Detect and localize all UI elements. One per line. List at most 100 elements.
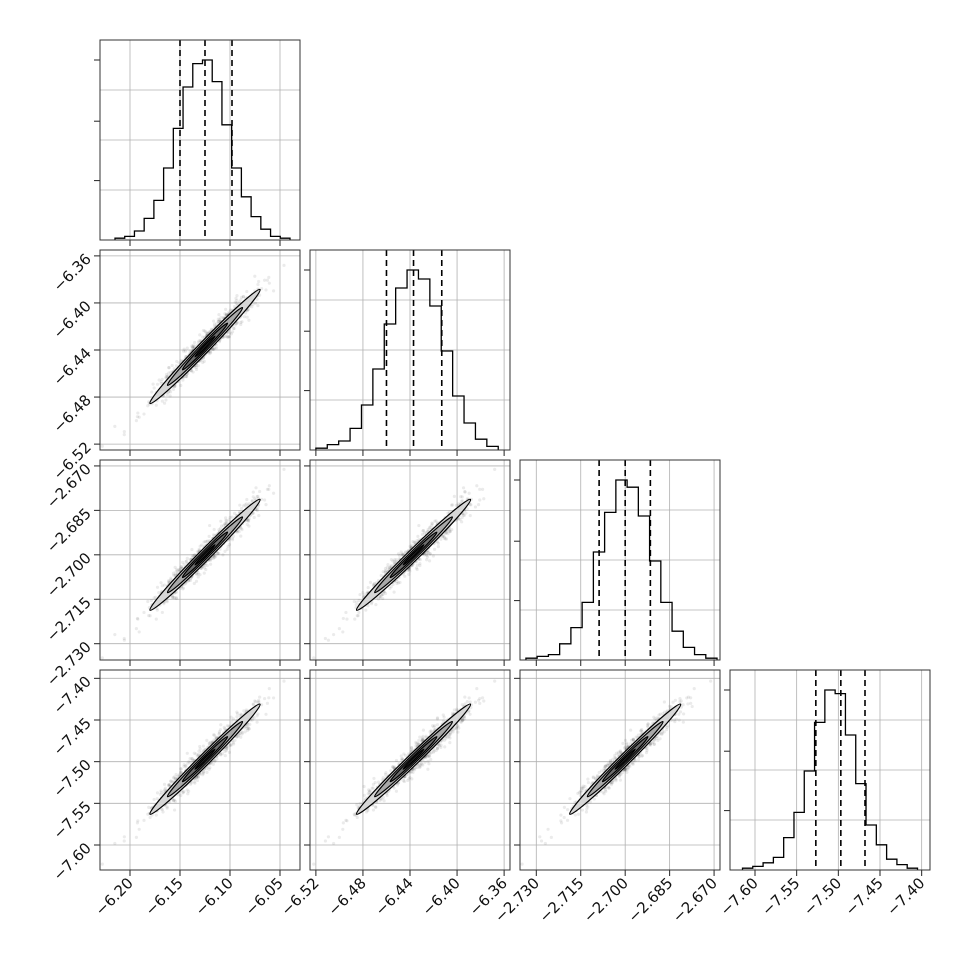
sample-point [184, 374, 188, 378]
sample-point [147, 805, 151, 809]
sample-point [194, 367, 199, 372]
panel-frame [519, 459, 721, 661]
sample-point [221, 315, 225, 320]
sample-point [181, 349, 186, 353]
sample-point [400, 756, 404, 761]
sample-point [185, 788, 189, 792]
sample-point [476, 698, 481, 702]
sample-point [255, 720, 259, 724]
sample-point [137, 827, 141, 831]
sample-point [416, 741, 420, 745]
sample-point [246, 725, 250, 730]
sample-point [459, 499, 464, 503]
sample-point [258, 293, 262, 297]
sample-point [242, 315, 247, 319]
sample-point [271, 491, 276, 495]
sample-point [415, 538, 419, 543]
sample-point [167, 366, 171, 370]
sample-point [425, 553, 429, 557]
sample-point [245, 289, 249, 294]
sample-point [228, 515, 232, 520]
sample-point [214, 346, 219, 350]
sample-point [256, 494, 260, 498]
sample-point [257, 698, 261, 702]
sample-point [445, 530, 449, 535]
sample-point [174, 364, 179, 368]
sample-point [229, 715, 233, 719]
sample-point [155, 585, 160, 589]
sample-point [142, 412, 146, 416]
sample-point [247, 318, 251, 322]
sample-point [480, 487, 485, 491]
sample-point [187, 759, 191, 764]
sample-point [122, 432, 126, 437]
sample-point [383, 570, 388, 574]
sample-point [172, 798, 177, 802]
sample-point [428, 552, 432, 556]
sample-point [194, 579, 199, 583]
sample-point [195, 550, 199, 554]
sample-point [418, 557, 422, 562]
sample-point [255, 297, 259, 301]
sample-point [312, 656, 316, 660]
x-tick-label: −6.10 [192, 874, 237, 919]
sample-point [122, 839, 126, 843]
sample-point [253, 274, 257, 278]
sample-point [226, 544, 230, 549]
sample-point [369, 602, 374, 606]
sample-point [203, 539, 207, 544]
sample-point [182, 562, 186, 567]
sample-point [366, 604, 370, 608]
x-tick-label: −7.50 [800, 874, 845, 919]
sample-point [179, 358, 183, 363]
sample-point [226, 335, 230, 339]
sample-point [239, 320, 243, 325]
sample-point [160, 808, 164, 812]
sample-point [383, 567, 388, 571]
sample-point [389, 769, 393, 773]
sample-point [415, 563, 419, 567]
sample-point [187, 789, 191, 793]
sample-point [196, 364, 200, 368]
sample-point [177, 567, 181, 572]
sample-point [457, 517, 461, 521]
sample-point [409, 746, 414, 750]
sample-point [473, 505, 478, 509]
sample-point [162, 583, 167, 587]
sample-point [252, 515, 256, 520]
sample-point [186, 761, 190, 766]
sample-point [171, 595, 176, 600]
sample-point [427, 559, 432, 563]
sample-point [431, 554, 435, 558]
sample-point [235, 294, 239, 298]
sample-point [183, 349, 188, 353]
sample-point [174, 772, 178, 777]
sample-point [251, 511, 255, 515]
sample-point [137, 415, 141, 419]
sample-point [175, 569, 179, 573]
sample-point [392, 559, 396, 563]
sample-point [353, 617, 357, 621]
sample-point [407, 572, 411, 576]
panel-frame [99, 39, 301, 241]
sample-point [398, 580, 402, 585]
sample-point [250, 718, 254, 722]
sample-point [225, 521, 229, 525]
sample-point [357, 598, 361, 603]
sample-point [407, 568, 411, 572]
sample-point [389, 564, 394, 568]
sample-point [420, 737, 424, 742]
sample-point [252, 716, 256, 720]
sample-point [147, 613, 151, 618]
sample-point [212, 738, 216, 742]
sample-point [160, 610, 164, 615]
sample-point [253, 301, 258, 305]
sample-point [192, 344, 196, 349]
sample-point [230, 538, 235, 542]
sample-point [205, 767, 209, 771]
sample-point [113, 424, 117, 428]
sample-point [385, 793, 389, 798]
sample-point [219, 519, 223, 523]
sample-point [188, 782, 193, 786]
sample-point [225, 747, 229, 751]
